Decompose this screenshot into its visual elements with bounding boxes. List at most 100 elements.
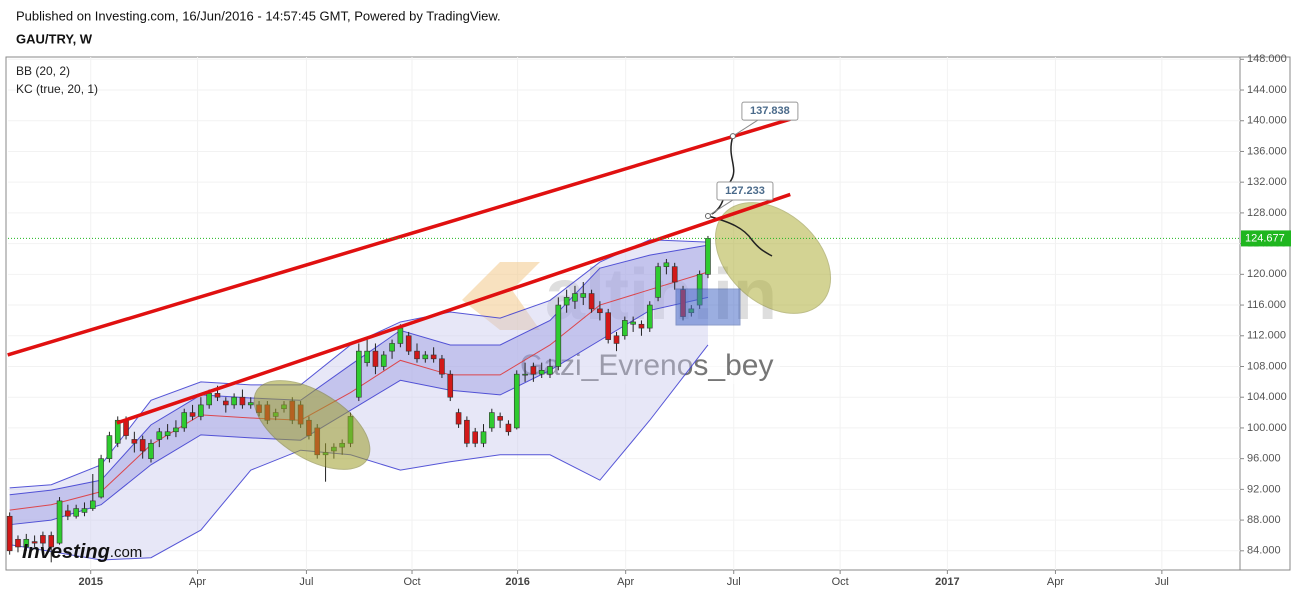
callout-pointer	[707, 199, 734, 217]
candle-body	[40, 535, 46, 544]
logo: Investing.com	[22, 541, 142, 563]
candle-body	[555, 304, 562, 367]
candle-body	[131, 439, 138, 444]
candle-body	[23, 538, 30, 548]
candle-body	[114, 419, 121, 444]
candle-body	[247, 402, 254, 406]
x-tick-label: Oct	[832, 576, 849, 588]
published-note: Published on Investing.com, 16/Jun/2016 …	[16, 8, 501, 23]
candle-body	[214, 393, 221, 398]
candle-body	[580, 293, 587, 298]
x-tick-label: Apr	[189, 576, 206, 588]
candle-body	[447, 373, 454, 398]
candle-body	[139, 439, 146, 452]
callout-anchor	[729, 133, 736, 140]
candle-body	[65, 510, 71, 517]
y-tick-label: 136.000	[1247, 145, 1287, 157]
candle-body	[389, 343, 395, 352]
candle-body	[464, 419, 470, 444]
candle-body	[73, 508, 79, 517]
trend-line	[7, 117, 791, 357]
trend-line	[116, 192, 791, 425]
candle-body	[622, 320, 628, 337]
x-tick-label: Oct	[403, 576, 420, 588]
candle-body	[646, 304, 653, 329]
candle-body	[231, 396, 237, 406]
candle-body	[671, 266, 678, 283]
candle-body	[123, 419, 129, 436]
candle-body	[480, 431, 487, 444]
y-tick-label: 132.000	[1247, 176, 1287, 188]
candle-body	[397, 327, 404, 344]
y-tick-label: 96.000	[1247, 453, 1281, 465]
y-tick-label: 116.000	[1247, 299, 1286, 311]
candle-body	[56, 500, 63, 544]
x-tick-label: Jul	[727, 576, 741, 588]
logo-suffix: .com	[110, 544, 143, 561]
y-tick-label: 120.000	[1247, 268, 1287, 280]
y-tick-label: 128.000	[1247, 207, 1287, 219]
candle-body	[106, 435, 113, 459]
candle-body	[663, 262, 670, 267]
candle-body	[198, 404, 204, 417]
projection-curve	[711, 135, 735, 215]
x-tick-label: Jul	[299, 576, 313, 588]
candle-body	[356, 350, 362, 398]
indicator-label: BB (20, 2)	[16, 64, 70, 78]
candle-body	[6, 515, 13, 552]
candle-body	[422, 354, 429, 360]
candle-body	[497, 416, 503, 421]
x-tick-label: 2017	[935, 576, 959, 588]
candle-body	[489, 412, 495, 429]
callout-box	[741, 101, 799, 121]
x-tick-label: Apr	[1047, 576, 1064, 588]
candle-body	[588, 293, 595, 310]
y-tick-label: 108.000	[1247, 360, 1287, 372]
callout-pointer	[732, 119, 759, 137]
x-tick-label: 2016	[505, 576, 529, 588]
candle-body	[430, 354, 437, 360]
candle-body	[31, 541, 38, 544]
candle-body	[156, 431, 163, 440]
candle-body	[522, 373, 528, 376]
callout-anchor	[704, 212, 711, 219]
candle-body	[547, 366, 553, 375]
watermark-author: Gazi_Evrenos_bey	[520, 349, 773, 382]
logo-main: Investing	[22, 541, 110, 563]
candle-body	[655, 266, 661, 298]
candle-body	[638, 323, 645, 329]
candle-body	[563, 297, 570, 306]
x-tick-label: Jul	[1155, 576, 1169, 588]
y-tick-label: 84.000	[1247, 545, 1281, 557]
watermark-icon	[462, 262, 540, 330]
x-tick-label: 2015	[78, 576, 102, 588]
candle-body	[705, 238, 711, 275]
candle-body	[173, 427, 179, 433]
candle-body	[455, 412, 462, 425]
candle-body	[372, 350, 379, 367]
candle-body	[597, 308, 603, 314]
candle-body	[148, 442, 154, 459]
y-tick-label: 100.000	[1247, 422, 1287, 434]
box-drawing	[675, 288, 741, 326]
symbol: GAU/TRY, W	[16, 31, 93, 46]
candle-body	[206, 393, 212, 406]
y-tick-label: 140.000	[1247, 115, 1287, 127]
y-tick-label: 104.000	[1247, 391, 1287, 403]
candle-body	[364, 350, 370, 363]
candle-body	[414, 350, 420, 360]
last-price-box	[1241, 230, 1291, 247]
candle-body	[605, 312, 612, 340]
candle-body	[98, 458, 104, 498]
callout-label: 137.838	[750, 105, 790, 117]
x-tick-label: Apr	[617, 576, 634, 588]
candle-body	[189, 412, 196, 417]
candle-body	[223, 400, 229, 406]
kc-lower-line	[9, 296, 709, 526]
candle-body	[181, 412, 188, 429]
y-tick-label: 112.000	[1247, 330, 1286, 342]
y-tick-label: 148.000	[1247, 53, 1287, 65]
candle-body	[530, 366, 537, 375]
